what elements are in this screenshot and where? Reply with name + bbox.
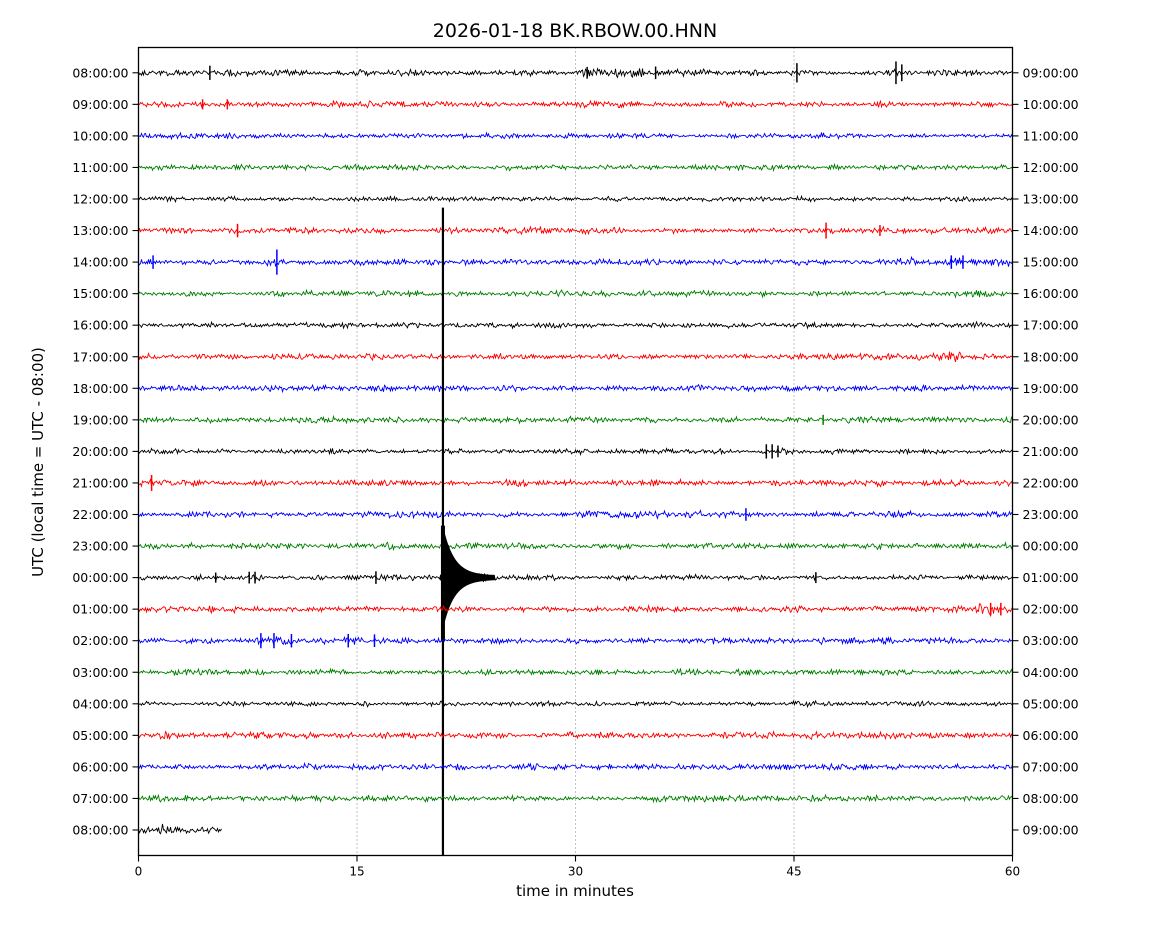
svg-text:05:00:00: 05:00:00	[1023, 696, 1079, 711]
svg-text:11:00:00: 11:00:00	[72, 160, 128, 175]
svg-text:09:00:00: 09:00:00	[72, 97, 128, 112]
trace-row-1	[138, 99, 1013, 110]
trace-row-17	[138, 602, 1013, 618]
svg-text:23:00:00: 23:00:00	[72, 539, 128, 554]
trace-row-13	[138, 474, 1013, 491]
svg-text:20:00:00: 20:00:00	[1023, 412, 1079, 427]
svg-text:10:00:00: 10:00:00	[72, 128, 128, 143]
svg-text:0: 0	[135, 865, 143, 879]
svg-text:18:00:00: 18:00:00	[1023, 349, 1079, 364]
svg-text:00:00:00: 00:00:00	[72, 570, 128, 585]
trace-row-5	[138, 222, 1013, 239]
svg-text:22:00:00: 22:00:00	[1023, 475, 1079, 490]
utc-start-time-labels: 08:00:00 09:00:00 10:00:00 11:00:00 12:00:00…	[72, 65, 139, 838]
svg-text:30: 30	[568, 865, 583, 879]
svg-text:13:00:00: 13:00:00	[1023, 192, 1079, 207]
trace-row-20	[138, 699, 1013, 709]
svg-text:08:00:00: 08:00:00	[72, 65, 128, 80]
svg-text:23:00:00: 23:00:00	[1023, 507, 1079, 522]
x-axis-ticks: 0 15 30 45 60	[135, 855, 1020, 879]
trace-row-14	[138, 508, 1013, 521]
trace-row-23	[138, 793, 1013, 804]
svg-text:18:00:00: 18:00:00	[72, 381, 128, 396]
svg-text:45: 45	[786, 865, 801, 879]
svg-text:11:00:00: 11:00:00	[1023, 128, 1079, 143]
trace-row-24	[138, 823, 222, 835]
x-gridlines	[356, 47, 795, 856]
svg-text:09:00:00: 09:00:00	[1023, 823, 1079, 838]
svg-text:15:00:00: 15:00:00	[72, 286, 128, 301]
trace-row-15	[138, 541, 1013, 552]
svg-text:21:00:00: 21:00:00	[1023, 444, 1079, 459]
trace-row-3	[138, 162, 1013, 173]
svg-text:19:00:00: 19:00:00	[1023, 381, 1079, 396]
trace-row-21	[138, 730, 1013, 741]
event-spike	[439, 207, 495, 856]
svg-text:22:00:00: 22:00:00	[72, 507, 128, 522]
svg-text:20:00:00: 20:00:00	[72, 444, 128, 459]
svg-text:01:00:00: 01:00:00	[1023, 570, 1079, 585]
svg-text:03:00:00: 03:00:00	[1023, 633, 1079, 648]
traces-before-event	[138, 61, 1013, 552]
svg-text:17:00:00: 17:00:00	[1023, 318, 1079, 333]
end-time-labels: 09:00:00 10:00:00 11:00:00 12:00:00 13:00:00…	[1012, 65, 1079, 838]
trace-row-11	[138, 414, 1013, 425]
traces-after-event	[138, 571, 1013, 835]
svg-text:09:00:00: 09:00:00	[1023, 65, 1079, 80]
svg-text:16:00:00: 16:00:00	[1023, 286, 1079, 301]
svg-text:15:00:00: 15:00:00	[1023, 255, 1079, 270]
svg-text:21:00:00: 21:00:00	[72, 475, 128, 490]
svg-text:04:00:00: 04:00:00	[72, 696, 128, 711]
trace-row-6	[138, 249, 1013, 275]
svg-text:19:00:00: 19:00:00	[72, 412, 128, 427]
trace-row-10	[138, 383, 1013, 394]
trace-row-18	[138, 633, 1013, 649]
svg-text:05:00:00: 05:00:00	[72, 728, 128, 743]
svg-text:01:00:00: 01:00:00	[72, 602, 128, 617]
svg-text:02:00:00: 02:00:00	[1023, 602, 1079, 617]
trace-row-22	[138, 762, 1013, 772]
svg-text:07:00:00: 07:00:00	[1023, 759, 1079, 774]
svg-text:06:00:00: 06:00:00	[72, 759, 128, 774]
svg-text:12:00:00: 12:00:00	[72, 192, 128, 207]
trace-row-19	[138, 667, 1013, 677]
svg-text:10:00:00: 10:00:00	[1023, 97, 1079, 112]
svg-text:08:00:00: 08:00:00	[1023, 791, 1079, 806]
trace-row-7	[138, 288, 1013, 299]
svg-text:00:00:00: 00:00:00	[1023, 539, 1079, 554]
svg-text:04:00:00: 04:00:00	[1023, 665, 1079, 680]
x-axis-label: time in minutes	[516, 882, 634, 900]
svg-text:14:00:00: 14:00:00	[1023, 223, 1079, 238]
trace-row-9	[138, 351, 1013, 363]
svg-text:14:00:00: 14:00:00	[72, 255, 128, 270]
trace-row-2	[138, 131, 1013, 141]
svg-text:08:00:00: 08:00:00	[72, 823, 128, 838]
svg-text:16:00:00: 16:00:00	[72, 318, 128, 333]
svg-text:15: 15	[349, 865, 364, 879]
svg-text:06:00:00: 06:00:00	[1023, 728, 1079, 743]
trace-row-4	[138, 194, 1013, 204]
svg-text:02:00:00: 02:00:00	[72, 633, 128, 648]
svg-text:13:00:00: 13:00:00	[72, 223, 128, 238]
svg-text:60: 60	[1005, 865, 1020, 879]
svg-text:12:00:00: 12:00:00	[1023, 160, 1079, 175]
figure-title: 2026-01-18 BK.RBOW.00.HNN	[432, 20, 718, 42]
svg-text:07:00:00: 07:00:00	[72, 791, 128, 806]
trace-row-16	[138, 571, 1013, 584]
trace-row-12	[138, 444, 1013, 459]
svg-text:03:00:00: 03:00:00	[72, 665, 128, 680]
trace-row-8	[138, 320, 1013, 330]
svg-text:17:00:00: 17:00:00	[72, 349, 128, 364]
trace-row-0	[138, 61, 1013, 85]
